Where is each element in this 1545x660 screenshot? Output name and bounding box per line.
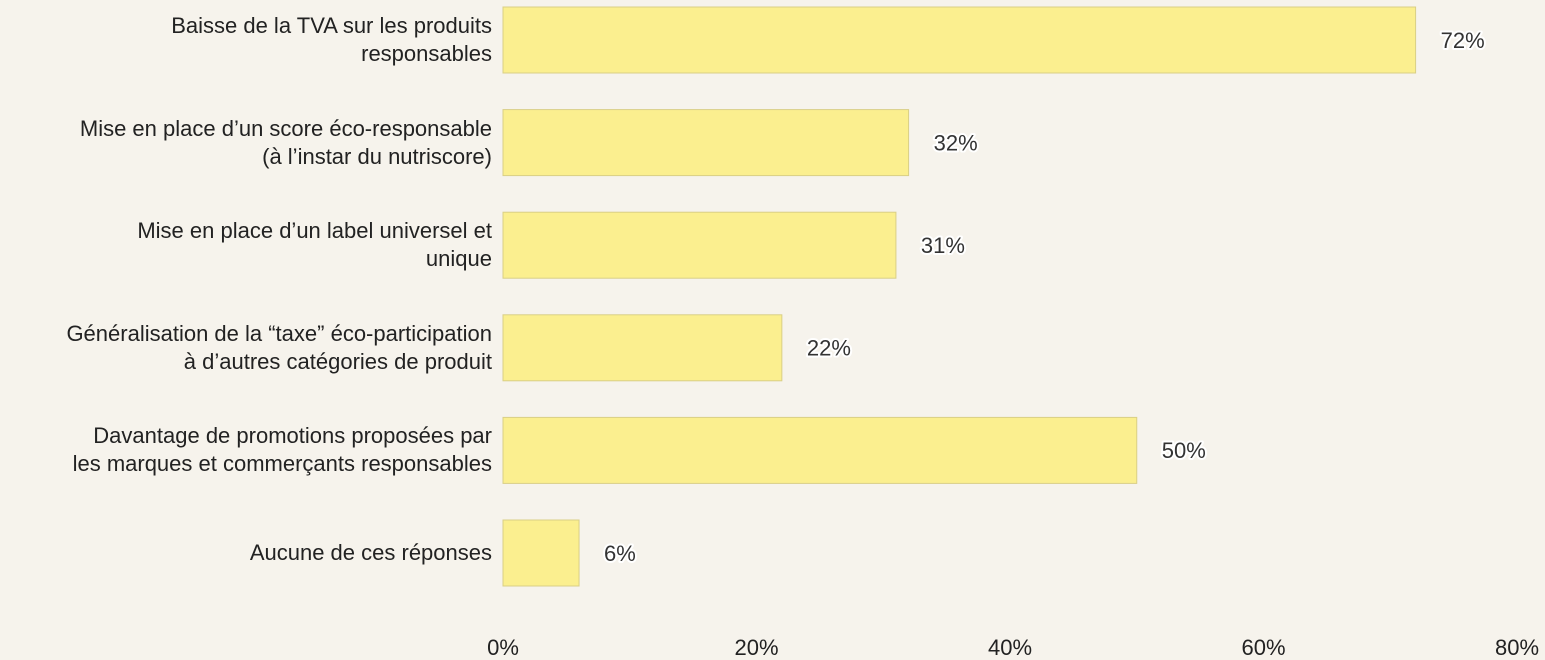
value-label: 6% — [604, 541, 636, 566]
x-tick-label: 80% — [1495, 635, 1539, 660]
category-label: Mise en place d’un score éco-responsable… — [79, 115, 492, 169]
bar — [502, 519, 580, 587]
x-tick-label: 60% — [1241, 635, 1285, 660]
bar — [502, 314, 783, 382]
bar — [502, 211, 897, 279]
category-label: Mise en place d’un label universel et un… — [137, 218, 492, 272]
x-tick-label: 0% — [487, 635, 519, 660]
x-tick-label: 20% — [734, 635, 778, 660]
bar — [502, 109, 910, 177]
category-label: Davantage de promotions proposées par le… — [72, 423, 492, 477]
category-label: Baisse de la TVA sur les produits respon… — [171, 13, 492, 66]
bar — [502, 416, 1138, 484]
value-label: 31% — [921, 233, 965, 258]
value-label: 32% — [934, 130, 978, 155]
category-label: Généralisation de la “taxe” éco-particip… — [66, 320, 492, 374]
value-label: 50% — [1162, 438, 1206, 463]
x-tick-label: 40% — [988, 635, 1032, 660]
value-label: 72% — [1441, 28, 1485, 53]
bar — [502, 6, 1417, 74]
category-label: Aucune de ces réponses — [249, 540, 492, 565]
value-label: 22% — [807, 336, 851, 361]
